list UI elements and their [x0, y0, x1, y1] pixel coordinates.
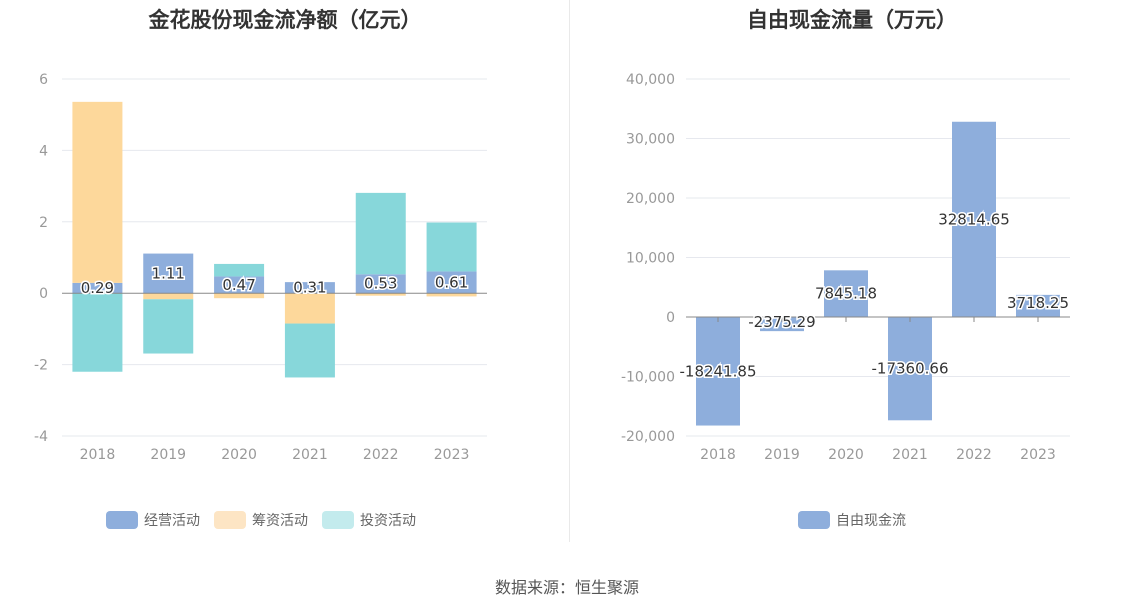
left-data-label: 0.31 [293, 279, 326, 297]
right-data-label: 3718.25 [1007, 294, 1069, 312]
left-bar-2018-s1 [72, 101, 123, 283]
right-x-tick-label: 2023 [1020, 447, 1056, 463]
right-y-tick-label: 20,000 [626, 191, 675, 207]
left-bar-2021-s0 [284, 282, 335, 294]
right-y-tick-label: 30,000 [626, 132, 675, 148]
left-x-tick-label: 2018 [80, 447, 116, 463]
legend-swatch-operating [106, 511, 138, 529]
left-bar-2019-s1 [143, 293, 194, 300]
left-x-tick-label: 2022 [363, 447, 399, 463]
left-chart-title: 金花股份现金流净额（亿元） [148, 8, 422, 32]
left-bar-2018-s0 [72, 282, 123, 294]
left-y-tick-label: 0 [39, 286, 48, 302]
right-bar-2021 [888, 317, 932, 421]
right-data-label: -18241.85 [680, 362, 757, 380]
right-x-tick-label: 2021 [892, 447, 928, 463]
right-y-tick-label: 0 [666, 310, 675, 326]
legend-label-financing: 筹资活动 [252, 513, 308, 529]
left-y-tick-label: 6 [39, 72, 48, 88]
left-bar-2022-s0 [355, 274, 406, 294]
right-y-tick-label: 10,000 [626, 251, 675, 267]
left-bar-2018-s2 [72, 293, 123, 372]
legend-item-operating[interactable]: 经营活动 [106, 510, 200, 530]
right-x-tick-label: 2020 [828, 447, 864, 463]
left-x-tick-label: 2021 [292, 447, 328, 463]
legend-item-investing[interactable]: 投资活动 [322, 510, 416, 530]
right-bar-2020 [824, 270, 868, 317]
right-data-label: 32814.65 [938, 210, 1010, 228]
left-x-tick-label: 2019 [150, 447, 186, 463]
right-y-tick-label: 40,000 [626, 72, 675, 88]
right-bar-2019 [760, 317, 804, 332]
data-source: 数据来源：恒生聚源 [494, 578, 639, 597]
legend-label-free-cash-flow: 自由现金流 [836, 513, 906, 529]
left-y-tick-label: 4 [39, 143, 48, 159]
right-legend: 自由现金流 [798, 510, 906, 530]
right-y-tick-label: -10,000 [621, 370, 675, 386]
left-bar-2020-s2 [214, 263, 265, 277]
left-y-tick-label: -4 [34, 429, 48, 445]
right-bar-2023 [1016, 294, 1060, 317]
left-bar-2019-s0 [143, 253, 194, 294]
right-data-label: 7845.18 [815, 285, 877, 303]
legend-swatch-financing [214, 511, 246, 529]
right-bar-2018 [696, 317, 740, 426]
right-x-tick-label: 2018 [700, 447, 736, 463]
left-data-label: 0.29 [81, 279, 114, 297]
left-bar-2023-s0 [426, 271, 477, 294]
right-x-tick-label: 2019 [764, 447, 800, 463]
right-data-label: -2375.29 [748, 313, 815, 331]
left-data-label: 0.47 [222, 276, 255, 294]
legend-label-operating: 经营活动 [144, 513, 200, 529]
left-x-tick-label: 2023 [434, 447, 470, 463]
legend-item-financing[interactable]: 筹资活动 [214, 510, 308, 530]
left-y-tick-label: 2 [39, 215, 48, 231]
left-bar-2021-s1 [284, 293, 335, 324]
left-x-tick-label: 2020 [221, 447, 257, 463]
panel-divider [569, 0, 570, 542]
left-data-label: 0.61 [435, 273, 468, 291]
left-data-label: 1.11 [152, 264, 185, 282]
left-bar-2023-s1 [426, 293, 477, 297]
left-bar-2020-s1 [214, 293, 265, 299]
right-x-tick-label: 2022 [956, 447, 992, 463]
left-legend: 经营活动 筹资活动 投资活动 [106, 510, 416, 530]
left-bar-2022-s2 [355, 192, 406, 275]
legend-label-investing: 投资活动 [360, 513, 416, 529]
right-bar-2022 [952, 121, 996, 317]
left-y-tick-label: -2 [34, 358, 48, 374]
left-data-label: 0.53 [364, 275, 397, 293]
legend-item-free-cash-flow[interactable]: 自由现金流 [798, 510, 906, 530]
left-bar-2023-s2 [426, 222, 477, 272]
left-bar-2021-s2 [284, 323, 335, 378]
legend-swatch-investing [322, 511, 354, 529]
legend-swatch-free-cash-flow [798, 511, 830, 529]
right-data-label: -17360.66 [872, 360, 949, 378]
left-bar-2022-s1 [355, 293, 406, 296]
left-bar-2020-s0 [214, 276, 265, 294]
right-chart-title: 自由现金流量（万元） [747, 8, 957, 32]
right-y-tick-label: -20,000 [621, 429, 675, 445]
left-bar-2019-s2 [143, 299, 194, 354]
